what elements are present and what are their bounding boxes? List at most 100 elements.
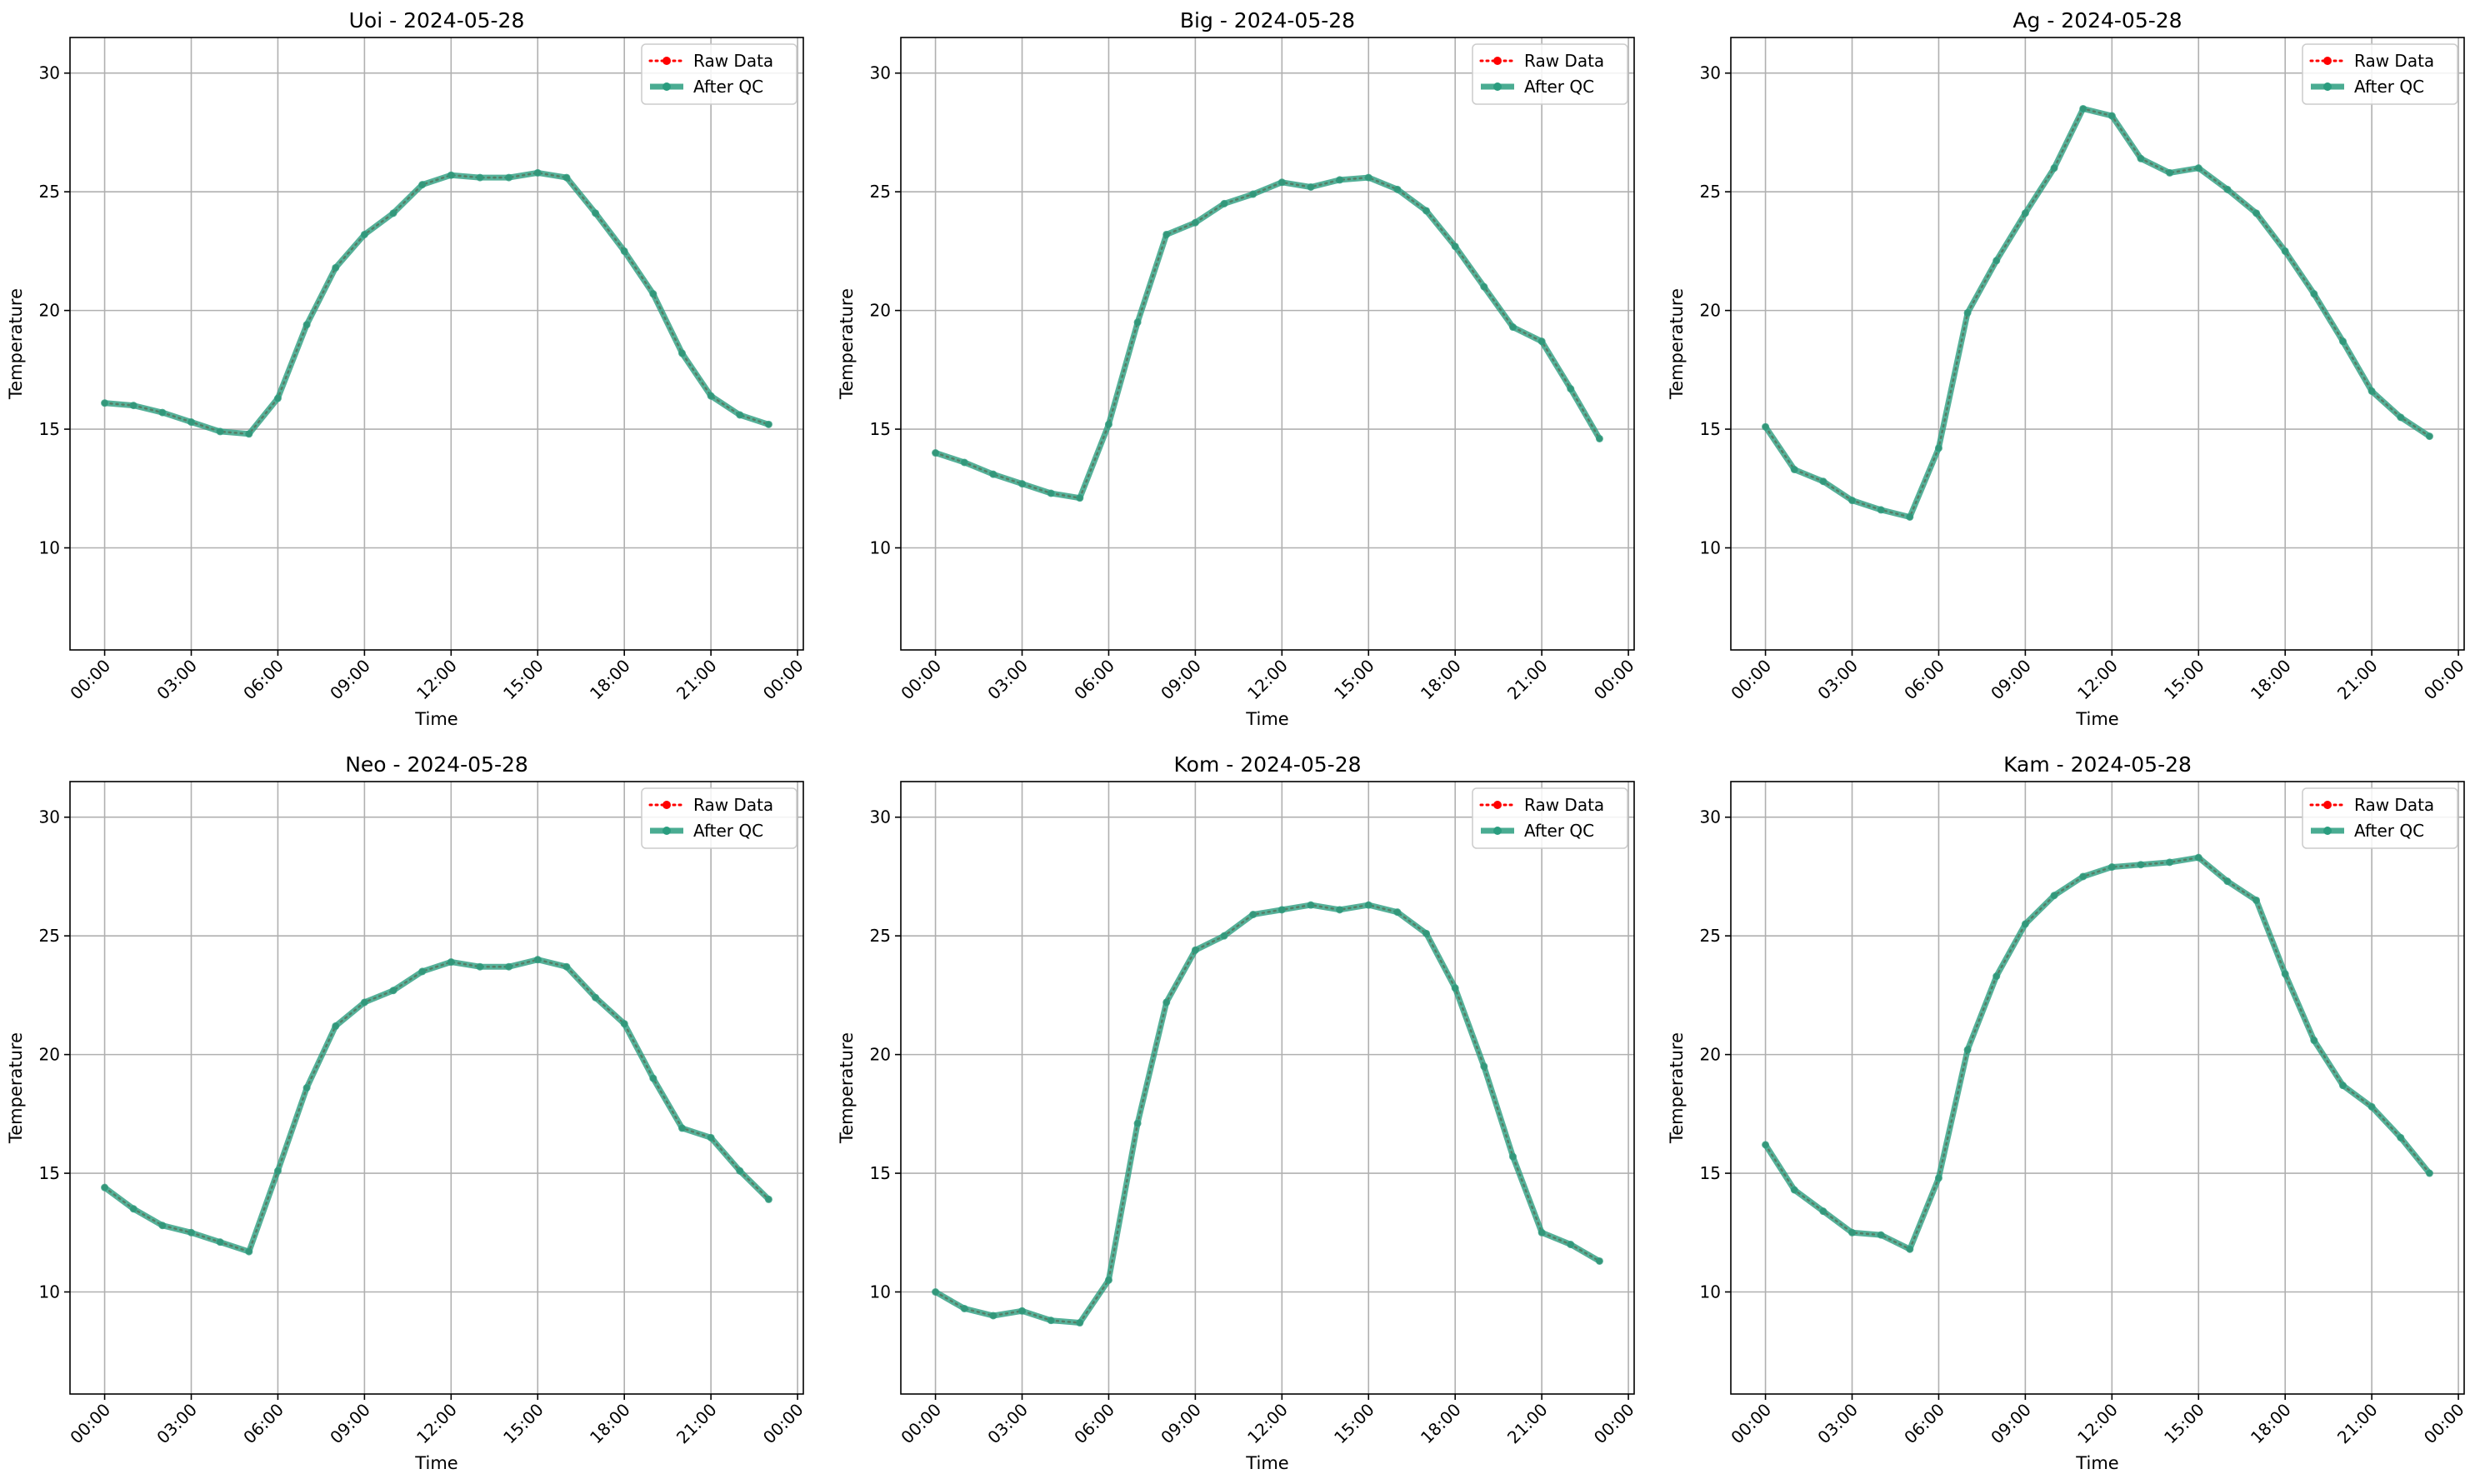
after-qc-point: [2194, 164, 2202, 172]
x-tick-label: 15:00: [2160, 1400, 2208, 1448]
after-qc-point: [1934, 1174, 1942, 1182]
x-tick-label: 15:00: [2160, 656, 2208, 704]
axes-frame: [1730, 37, 2465, 651]
legend-marker-raw-data: [662, 57, 671, 65]
after-qc-point: [1162, 998, 1171, 1007]
after-qc-point: [2425, 1169, 2433, 1177]
after-qc-point: [2310, 290, 2318, 298]
after-qc-point: [932, 1288, 940, 1296]
plot-area: [901, 782, 1634, 1394]
after-qc-point: [2137, 154, 2145, 162]
after-qc-point: [1422, 207, 1431, 215]
plot-area: [901, 37, 1634, 650]
y-tick-label: 25: [870, 926, 891, 946]
after-qc-point: [505, 962, 513, 971]
series-after-qc: [1762, 853, 2433, 1253]
after-qc-point: [1393, 908, 1402, 917]
after-qc-point: [2050, 164, 2058, 172]
after-qc-point: [216, 1238, 224, 1247]
series-after-qc: [1762, 104, 2433, 521]
series-after-qc: [932, 901, 1603, 1327]
x-tick-label: 03:00: [983, 656, 1032, 704]
legend-marker-after-qc: [2323, 82, 2332, 91]
after-qc-point: [1963, 308, 1972, 317]
x-tick-label: 00:00: [2420, 1400, 2468, 1448]
after-qc-point: [273, 1167, 282, 1175]
after-qc-point: [1790, 465, 1798, 473]
after-qc-point: [960, 1304, 968, 1312]
after-qc-point: [1508, 323, 1517, 332]
after-qc-point: [1790, 1186, 1798, 1194]
y-axis-label: Temperature: [837, 288, 857, 400]
series-after-qc: [101, 956, 772, 1256]
after-qc-point: [1595, 1257, 1603, 1265]
after-qc-point: [736, 411, 744, 419]
x-tick-label: 06:00: [239, 1400, 288, 1448]
after-qc-point: [649, 1074, 658, 1082]
x-tick-label: 06:00: [1900, 656, 1948, 704]
after-qc-point: [1819, 1207, 1828, 1216]
x-tick-label: 09:00: [1987, 656, 2035, 704]
y-axis-label: Temperature: [1667, 1032, 1687, 1144]
subplot-4: 10 15 20 25 30 00:00 03:00 06:00 09:00 12:00 15:00…: [6, 752, 808, 1473]
y-tick-label: 10: [870, 1282, 891, 1302]
legend-label: After QC: [1524, 77, 1594, 97]
after-qc-point: [562, 962, 571, 971]
after-qc-point: [418, 181, 427, 189]
y-tick-label: 15: [1700, 419, 1721, 439]
x-tick-label: 21:00: [2333, 1400, 2382, 1448]
x-tick-label: 06:00: [1070, 1400, 1118, 1448]
after-qc-point: [360, 998, 368, 1007]
after-qc-point: [1451, 984, 1459, 992]
y-tick-label: 10: [870, 538, 891, 558]
x-tick-label: 15:00: [1330, 1400, 1378, 1448]
after-qc-line: [932, 902, 1602, 1326]
legend-marker-raw-data: [2323, 57, 2332, 65]
after-qc-point: [1104, 420, 1112, 428]
after-qc-point: [1191, 946, 1199, 954]
after-qc-point: [2397, 1133, 2405, 1142]
after-qc-line: [932, 174, 1602, 502]
after-qc-point: [389, 209, 398, 217]
legend-label: Raw Data: [2354, 51, 2434, 71]
after-qc-point: [302, 321, 311, 329]
y-tick-label: 15: [870, 1163, 891, 1183]
after-qc-point: [1336, 906, 1344, 914]
after-qc-point: [332, 1022, 340, 1030]
after-qc-point: [389, 987, 398, 995]
after-qc-point: [764, 420, 772, 428]
legend-label: Raw Data: [693, 51, 773, 71]
series-after-qc: [932, 173, 1603, 502]
y-tick-label: 10: [39, 538, 60, 558]
after-qc-point: [101, 1183, 109, 1192]
axes-frame: [69, 37, 804, 651]
x-tick-label: 00:00: [1590, 1400, 1638, 1448]
after-qc-point: [1992, 972, 2001, 981]
after-qc-point: [678, 1124, 686, 1132]
x-tick-label: 21:00: [672, 656, 721, 704]
legend-label: After QC: [1524, 821, 1594, 841]
after-qc-point: [1307, 901, 1315, 909]
after-qc-point: [960, 458, 968, 467]
axes-frame: [900, 781, 1635, 1395]
after-qc-point: [2166, 168, 2174, 177]
after-qc-point: [1992, 257, 2001, 265]
subplot-1: 10 15 20 25 30 00:00 03:00 06:00 09:00 12:00 15:00…: [6, 8, 808, 729]
after-qc-point: [562, 173, 571, 182]
legend: Raw Data After QC: [2302, 787, 2458, 849]
after-qc-point: [2021, 209, 2029, 217]
grid: [1731, 37, 2464, 650]
legend-marker-raw-data: [1493, 57, 1502, 65]
after-qc-point: [1567, 385, 1575, 393]
x-tick-label: 00:00: [1727, 656, 1775, 704]
chart-title: Uoi - 2024-05-28: [349, 8, 525, 32]
x-tick-label: 00:00: [1727, 1400, 1775, 1448]
after-qc-point: [1220, 199, 1228, 207]
y-tick-label: 20: [39, 1045, 60, 1065]
x-tick-label: 12:00: [2073, 656, 2122, 704]
after-qc-point: [1595, 434, 1603, 442]
legend: Raw Data After QC: [1472, 43, 1628, 105]
x-axis-label: Time: [414, 1453, 458, 1473]
plot-area: [1731, 37, 2464, 650]
